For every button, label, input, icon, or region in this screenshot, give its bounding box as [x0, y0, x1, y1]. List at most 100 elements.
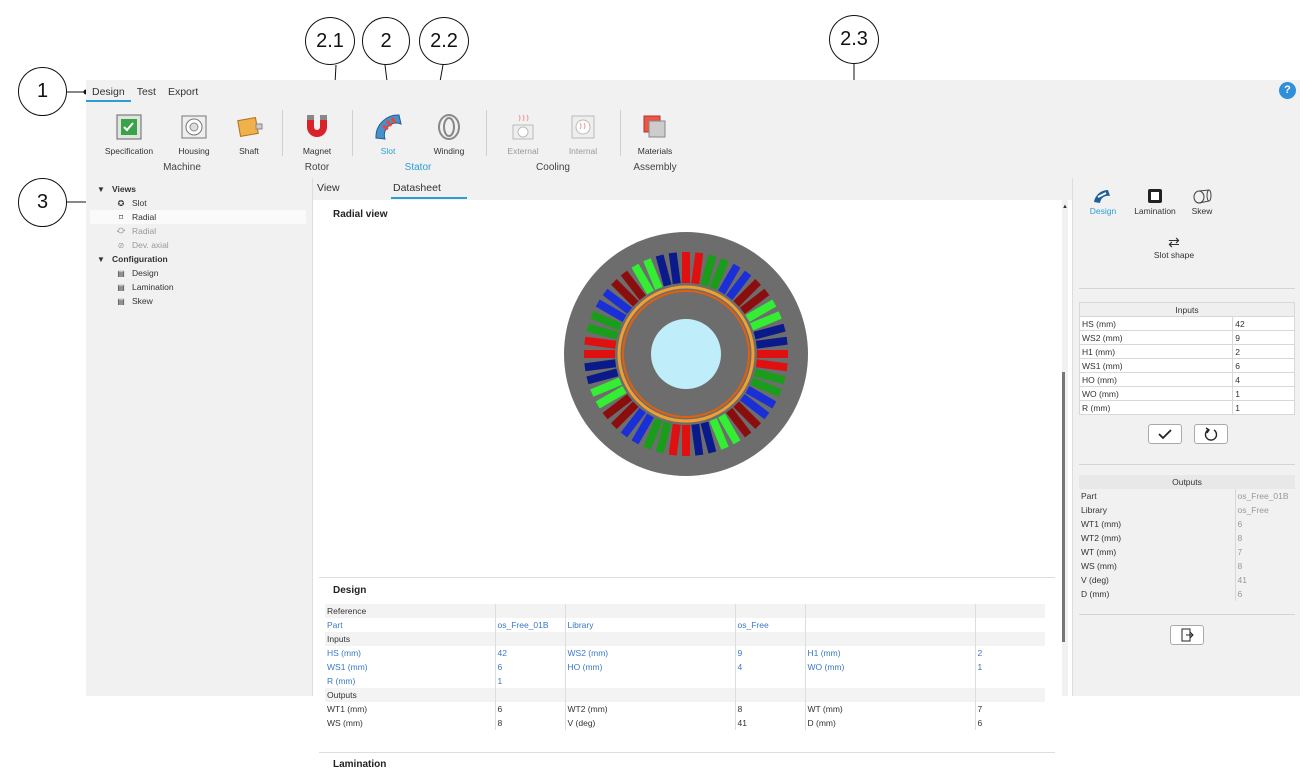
- table-row: WS (mm) 8: [1079, 559, 1243, 573]
- reset-button[interactable]: [1194, 424, 1228, 444]
- stator-slot: [750, 377, 782, 397]
- shaft-button[interactable]: Shaft: [219, 112, 279, 156]
- tree-design[interactable]: ▤ Design: [117, 268, 159, 278]
- menu-test[interactable]: Test: [136, 86, 156, 98]
- stator-slot: [643, 258, 663, 290]
- design-view-button[interactable]: Design: [1085, 188, 1121, 216]
- table-row: D (mm) 6: [1079, 587, 1243, 601]
- center-scrollbar[interactable]: ▲: [1062, 200, 1068, 696]
- winding-button[interactable]: Winding: [419, 112, 479, 156]
- table-row: Reference: [325, 604, 1045, 618]
- slot-design-icon: [1094, 189, 1110, 203]
- slot-label: Slot: [380, 146, 396, 156]
- input-value[interactable]: 1: [1232, 400, 1295, 415]
- materials-button[interactable]: Materials: [625, 112, 685, 156]
- housing-label: Housing: [178, 146, 210, 156]
- stator-slots: [584, 252, 788, 456]
- expand-arrow-icon: ▼: [97, 184, 105, 194]
- table-row: Outputs: [325, 688, 1045, 702]
- group-machine: Machine: [163, 162, 201, 173]
- skew-view-button[interactable]: Skew: [1185, 188, 1219, 216]
- outputs-table-title: Outputs: [1079, 475, 1295, 489]
- input-value[interactable]: 4: [1232, 372, 1295, 387]
- expand-arrow-icon: ▼: [97, 254, 105, 264]
- center-panel: View Datasheet Radial view Design Refere…: [312, 178, 1073, 770]
- panel-divider: [1079, 288, 1295, 289]
- specification-label: Specification: [104, 146, 154, 156]
- callout-3: 3: [18, 178, 67, 227]
- input-value[interactable]: 1: [1232, 386, 1295, 401]
- group-cooling: Cooling: [536, 162, 570, 173]
- ribbon-divider: [282, 110, 283, 156]
- radial-rotor-icon: ⛮: [116, 226, 126, 235]
- ribbon-divider: [486, 110, 487, 156]
- input-value[interactable]: 42: [1232, 316, 1295, 331]
- table-row: HS (mm) 42: [1078, 316, 1295, 331]
- stator-slot: [739, 394, 770, 420]
- slot-icon: [373, 112, 403, 142]
- stator-slot: [590, 311, 622, 331]
- stator-slot: [691, 423, 704, 456]
- table-row: H1 (mm) 2: [1078, 344, 1295, 359]
- stator-radial-drawing[interactable]: [563, 231, 809, 477]
- stator-slot: [631, 413, 654, 445]
- external-button[interactable]: External: [493, 112, 553, 156]
- shaft-icon: [234, 112, 264, 142]
- slot-button[interactable]: Slot: [358, 112, 418, 156]
- specification-button[interactable]: Specification: [99, 112, 159, 156]
- stator-slot: [745, 299, 777, 322]
- internal-button[interactable]: Internal: [553, 112, 613, 156]
- materials-label: Materials: [637, 146, 673, 156]
- table-row: V (deg) 41: [1079, 573, 1247, 587]
- materials-icon: [640, 112, 670, 142]
- tree-slot[interactable]: ✪ Slot: [117, 198, 147, 208]
- stator-slot: [586, 323, 619, 340]
- stator-slot: [753, 323, 786, 340]
- tab-view[interactable]: View: [317, 182, 340, 194]
- stator-slot: [584, 336, 617, 349]
- group-stator: Stator: [404, 162, 432, 173]
- table-row: WS (mm) 8 V (deg) 41 D (mm) 6: [325, 716, 983, 730]
- export-button[interactable]: [1170, 625, 1204, 645]
- apply-button[interactable]: [1148, 424, 1182, 444]
- tree-views[interactable]: ▼ Views: [97, 184, 136, 194]
- magnet-button[interactable]: Magnet: [287, 112, 347, 156]
- radial-view-title: Radial view: [333, 209, 388, 220]
- lamination-view-button[interactable]: Lamination: [1129, 188, 1181, 216]
- stator-slot: [584, 350, 615, 358]
- tree-lamination[interactable]: ▤ Lamination: [117, 282, 174, 292]
- tree-radial[interactable]: ⌑ Radial: [90, 210, 306, 224]
- winding-icon: [434, 112, 464, 142]
- callout-2-2: 2.2: [419, 17, 469, 65]
- scroll-up-icon[interactable]: ▲: [1062, 204, 1068, 210]
- stator-slot: [655, 421, 672, 454]
- scrollbar-thumb[interactable]: [1062, 372, 1065, 642]
- input-value[interactable]: 6: [1232, 358, 1295, 373]
- table-row: HO (mm) 4: [1078, 372, 1295, 387]
- section-divider: [319, 752, 1055, 753]
- tree-dev-axial[interactable]: ⊘ Dev. axial: [117, 240, 169, 250]
- tree-radial-rotor[interactable]: ⛮ Radial: [116, 226, 157, 236]
- callout-1: 1: [18, 67, 67, 116]
- table-row: WS2 (mm) 9: [1078, 330, 1295, 345]
- table-row: Part os_Free_01B Library os_Free: [325, 618, 1045, 632]
- application-window: Design Test Export ? Specification Housi…: [86, 80, 1300, 770]
- stator-slot: [733, 279, 761, 307]
- design-datasheet-table: Reference Part os_Free_01B Library os_Fr…: [325, 604, 1045, 730]
- reset-icon: [1204, 427, 1218, 441]
- slot-shape-button[interactable]: ⇄ Slot shape: [1151, 234, 1197, 260]
- help-button[interactable]: ?: [1279, 82, 1296, 99]
- tree-skew[interactable]: ▤ Skew: [117, 296, 153, 306]
- tree-configuration[interactable]: ▼ Configuration: [97, 254, 168, 264]
- magnet-label: Magnet: [302, 146, 332, 156]
- input-value[interactable]: 2: [1232, 344, 1295, 359]
- input-value[interactable]: 9: [1232, 330, 1295, 345]
- table-row: WS1 (mm) 6: [1078, 358, 1295, 373]
- menu-export[interactable]: Export: [167, 86, 199, 98]
- stator-slot: [655, 254, 672, 287]
- table-row: WT2 (mm) 8: [1079, 531, 1243, 545]
- housing-button[interactable]: Housing: [164, 112, 224, 156]
- menu-design[interactable]: Design: [86, 80, 131, 102]
- stator-slot: [718, 263, 741, 295]
- tab-datasheet[interactable]: Datasheet: [391, 182, 467, 199]
